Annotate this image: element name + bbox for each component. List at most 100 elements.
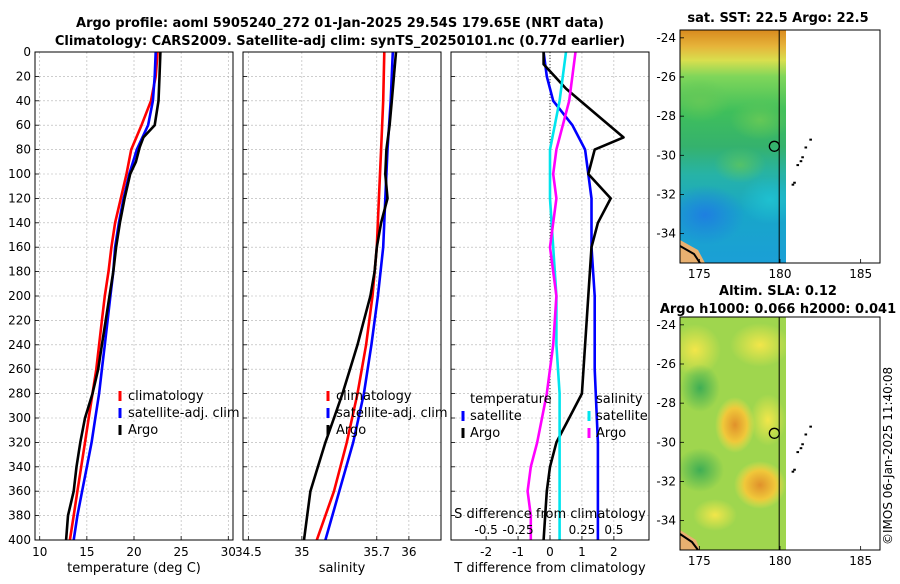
map-ytick-label: -24: [656, 318, 676, 332]
ytick-label: 300: [8, 411, 31, 425]
map-ytick-label: -30: [656, 435, 676, 449]
sla-heatmap-image: [680, 317, 786, 550]
ytick-label: 0: [23, 45, 31, 59]
ytick-label: 240: [8, 338, 31, 352]
xtick-label: 1: [578, 545, 586, 559]
ytick-label: 260: [8, 362, 31, 376]
island-mark: [796, 164, 800, 167]
series-line-t-satellite: [542, 52, 600, 540]
legend-label: satellite: [470, 409, 522, 424]
map-ytick-label: -28: [656, 396, 676, 410]
island-mark: [801, 156, 804, 159]
legend-label: climatology: [128, 389, 204, 404]
map-xtick-label: 185: [849, 267, 872, 281]
xtick-label: -2: [480, 545, 492, 559]
ytick-label: 100: [8, 167, 31, 181]
map-title: sat. SST: 22.5 Argo: 22.5: [687, 11, 868, 26]
map-xtick-label: 180: [769, 267, 792, 281]
island-mark: [809, 138, 812, 141]
legend-label: Argo: [596, 426, 626, 441]
ytick-label: 200: [8, 289, 31, 303]
legend-label: satellite-adj. clim: [336, 406, 448, 421]
ytick-label: 120: [8, 191, 31, 205]
legend-label: Argo: [470, 426, 500, 441]
map-xtick-label: 175: [688, 554, 711, 568]
imos-watermark: ©IMOS 06-Jan-2025 11:40:08: [881, 367, 895, 545]
series-group: [526, 52, 625, 540]
figure-title-line1: Argo profile: aoml 5905240_272 01-Jan-20…: [76, 16, 604, 31]
panel-salinity: 34.5 35 35.7 36 salinity climatology satellite…: [235, 51, 448, 576]
map-title-line1: Altim. SLA: 0.12: [719, 284, 837, 299]
series-group: [302, 52, 398, 540]
map-ytick-label: -34: [656, 227, 676, 241]
xtick-label: 0: [546, 545, 554, 559]
map-ytick-label: -32: [656, 474, 676, 488]
s-axis-label: S difference from climatology: [454, 507, 646, 522]
xtick-label: 20: [126, 545, 141, 559]
float-position-marker: [768, 140, 781, 152]
ytick-label: 340: [8, 460, 31, 474]
island-mark: [796, 451, 800, 454]
series-line-climatology: [68, 52, 159, 540]
xtick-label: 34.5: [235, 545, 262, 559]
figure-title-line2: Climatology: CARS2009. Satellite-adj cli…: [55, 34, 625, 49]
map-sst_map: sat. SST: 22.5 Argo: 22.5 175 180 185 -24 -26…: [656, 11, 881, 281]
legend-label: Argo: [128, 423, 158, 438]
xtick-label: 30: [221, 545, 236, 559]
xtick-label: 10: [32, 545, 47, 559]
xtick-label: 15: [79, 545, 94, 559]
x-axis-label: temperature (deg C): [67, 561, 201, 576]
map-xtick-label: 180: [769, 554, 792, 568]
ytick-label: 280: [8, 387, 31, 401]
island-mark: [801, 443, 804, 446]
series-group: [64, 52, 162, 540]
island-mark: [809, 425, 812, 428]
island-mark: [799, 160, 803, 163]
sst-heatmap-image: [680, 30, 786, 263]
legend-title-temperature: temperature: [470, 392, 552, 407]
profile-panels: 0204060801001201401601802002202402602803…: [8, 45, 650, 576]
ytick-label: 380: [8, 509, 31, 523]
legend-label: satellite: [596, 409, 648, 424]
map-ytick-label: -26: [656, 70, 676, 84]
x-axis-label: T difference from climatology: [453, 561, 646, 576]
island-mark: [791, 470, 795, 473]
map-xtick-label: 175: [688, 267, 711, 281]
s-tick-label: 0.5: [604, 523, 623, 537]
xtick-label: 36: [401, 545, 416, 559]
panel-temperature: 0 20 40 60 80 100 120 140 160 180 200 220 240 260 280 3…: [8, 45, 240, 576]
map-ytick-label: -34: [656, 514, 676, 528]
s-tick-label: -0.25: [503, 523, 534, 537]
legend-title-salinity: salinity: [596, 392, 643, 407]
ytick-label: 400: [8, 533, 31, 547]
map-ytick-label: -28: [656, 109, 676, 123]
series-line-s-argo: [526, 52, 577, 540]
legend-label: satellite-adj. clim: [128, 406, 240, 421]
ytick-label: 40: [16, 94, 31, 108]
map-panels: sat. SST: 22.5 Argo: 22.5 175 180 185 -24 -26…: [656, 11, 896, 568]
ytick-label: 180: [8, 265, 31, 279]
series-line-argo: [302, 52, 398, 540]
xtick-label: 25: [174, 545, 189, 559]
island-mark: [793, 468, 796, 471]
legend-label: climatology: [336, 389, 412, 404]
island-mark: [791, 183, 795, 186]
island-mark: [804, 146, 808, 149]
xtick-label: 35: [294, 545, 309, 559]
series-line-t-argo: [542, 52, 625, 540]
s-tick-label: -0.5: [474, 523, 497, 537]
map-ytick-label: -32: [656, 187, 676, 201]
map-ytick-label: -26: [656, 357, 676, 371]
series-line-argo: [64, 52, 162, 540]
series-line-climatology: [315, 52, 386, 540]
xtick-label: -1: [512, 545, 524, 559]
map-title-line2: Argo h1000: 0.066 h2000: 0.041: [660, 302, 896, 317]
ytick-label: 60: [16, 118, 31, 132]
panel-difference: -2 -1 0 1 2 T difference from climatology temp…: [450, 51, 650, 576]
ytick-label: 140: [8, 216, 31, 230]
map-ytick-label: -30: [656, 148, 676, 162]
ytick-label: 220: [8, 313, 31, 327]
ytick-label: 360: [8, 484, 31, 498]
map-sla_map: Altim. SLA: 0.12 Argo h1000: 0.066 h2000:…: [656, 284, 896, 568]
